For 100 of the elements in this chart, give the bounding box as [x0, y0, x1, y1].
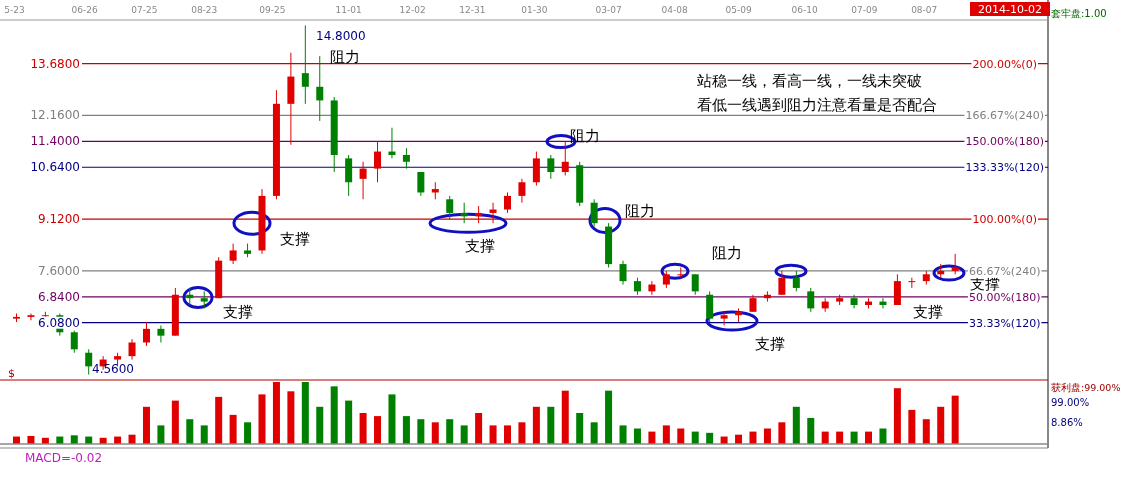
bar — [359, 413, 367, 444]
bar — [677, 428, 685, 444]
bar — [200, 425, 208, 444]
bar — [70, 435, 78, 444]
x-tick-label: 08-23 — [191, 5, 218, 15]
bar — [287, 391, 295, 444]
bar — [388, 394, 396, 444]
bar — [504, 425, 511, 444]
x-tick-label: 06-26 — [71, 5, 98, 15]
bar — [157, 425, 165, 444]
candlestick — [402, 147, 410, 170]
annotation: $ — [8, 367, 15, 380]
bar — [662, 425, 670, 444]
bar — [518, 422, 526, 444]
bar — [879, 428, 887, 444]
annotation: 支撑 — [755, 335, 785, 354]
annotation: 支撑 — [465, 237, 495, 256]
candlestick — [157, 324, 165, 343]
candlestick — [374, 140, 382, 183]
annotation: 33.33%(120) — [968, 316, 1041, 330]
text: 2014-10-02 — [978, 3, 1042, 16]
bar — [142, 406, 150, 444]
x-tick-label: 03-07 — [595, 5, 622, 15]
y-tick-label: 13.6800 — [30, 56, 80, 71]
text: 99.00% — [1051, 397, 1090, 408]
annotation: 阻力 — [625, 201, 655, 220]
candlestick — [518, 178, 526, 204]
candlestick — [619, 260, 627, 286]
annotation: 支撑 — [223, 303, 253, 322]
candlestick — [778, 270, 786, 296]
bar — [301, 382, 309, 444]
bar — [402, 416, 410, 444]
y-tick-label: 12.1600 — [30, 108, 80, 123]
candlestick — [590, 198, 598, 228]
annotation: 200.00%(0) — [972, 57, 1037, 71]
candlestick — [677, 266, 685, 279]
y-tick-label: 9.1200 — [38, 212, 80, 227]
candlestick — [417, 171, 425, 197]
x-tick-label: 06-10 — [791, 5, 818, 15]
annotation: 50.00%(180) — [968, 290, 1041, 304]
y-tick-label: 7.6000 — [38, 263, 80, 278]
y-tick-label: 6.0800 — [38, 315, 80, 330]
bar — [316, 406, 324, 444]
bar — [258, 394, 266, 444]
bar — [330, 386, 338, 444]
bar — [244, 422, 252, 444]
annotation: 4.5600 — [92, 361, 134, 376]
y-tick-label: 10.6400 — [30, 160, 80, 175]
bar — [590, 422, 598, 444]
annotation: 站稳一线，看高一线，一线未突破 — [697, 72, 922, 90]
candlestick — [547, 154, 555, 180]
annotation: 66.67%(240) — [968, 264, 1041, 278]
bar — [763, 428, 771, 444]
annotation: 14.8000 — [316, 29, 366, 43]
bar — [922, 419, 930, 444]
candlestick — [446, 195, 454, 221]
bar — [893, 388, 901, 444]
bar — [561, 390, 569, 444]
annotation: 133.33%(120) — [965, 161, 1044, 175]
bar — [215, 396, 223, 444]
candlestick — [807, 287, 815, 313]
candlestick — [85, 348, 93, 376]
x-tick-label: 07-25 — [131, 5, 158, 15]
bar — [489, 425, 497, 444]
bar — [417, 419, 425, 444]
bar — [475, 413, 483, 444]
candlestick — [792, 270, 800, 292]
y-tick-label: 11.4000 — [30, 134, 80, 149]
annotation: 100.00%(0) — [972, 213, 1037, 227]
x-tick-label: 11-01 — [335, 5, 362, 15]
text: MACD=-0.02 — [25, 451, 103, 465]
bar — [778, 422, 786, 444]
x-tick-label: 09-25 — [259, 5, 286, 15]
candlestick — [229, 243, 237, 265]
x-tick-label: 01-30 — [521, 5, 548, 15]
candlestick — [561, 140, 569, 176]
candlestick — [951, 253, 959, 275]
bar — [605, 390, 613, 444]
x-tick-label: 07-09 — [851, 5, 878, 15]
bar — [807, 417, 815, 444]
candlestick — [720, 311, 728, 326]
candlestick — [532, 151, 540, 187]
text: 套牢盘:1.00 — [1051, 8, 1107, 19]
bar — [272, 382, 280, 444]
bar — [374, 416, 382, 444]
annotation: 看低一线遇到阻力注意看量是否配合 — [697, 96, 937, 114]
bar — [619, 425, 627, 444]
candlestick — [301, 24, 309, 105]
bar — [171, 400, 179, 444]
bar — [547, 406, 555, 444]
bar — [576, 413, 584, 444]
candlestick — [706, 290, 714, 323]
x-tick-label: 12-02 — [399, 5, 426, 15]
bar — [345, 400, 353, 444]
y-tick-label: 6.8400 — [38, 289, 80, 304]
candlestick — [908, 277, 916, 289]
candlestick — [128, 338, 136, 361]
annotation: 阻力 — [570, 126, 600, 145]
candlestick — [27, 313, 35, 321]
bar — [460, 425, 468, 444]
